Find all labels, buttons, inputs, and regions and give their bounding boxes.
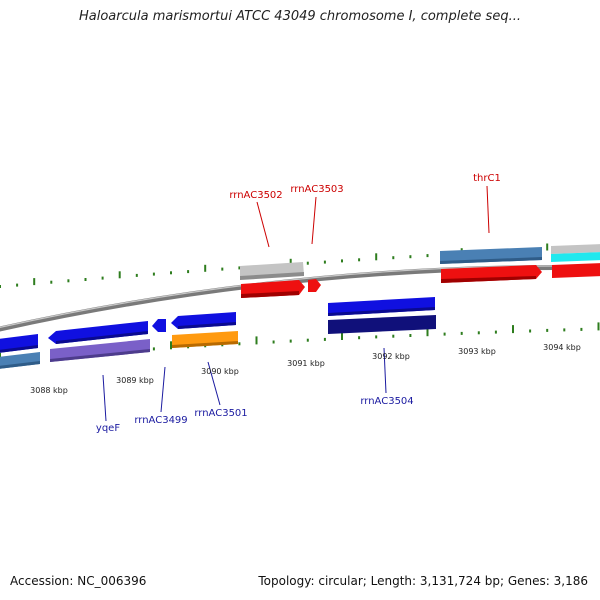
gene-label-thrC1[interactable]: thrC1 [473,173,501,184]
feature-cyan-right[interactable] [551,252,600,262]
ruler-label-3090: 3090 kbp [201,367,239,376]
ruler-label-3094: 3094 kbp [543,343,581,352]
feature-navy-3504[interactable] [328,315,436,334]
feature-track-upper [240,244,600,298]
map-title: Haloarcula marismortui ATCC 43049 chromo… [79,9,521,24]
genome-summary: Topology: circular; Length: 3,131,724 bp… [258,574,588,588]
feature-red-3503[interactable] [308,279,321,292]
gene-label-rrnAC3501[interactable]: rrnAC3501 [194,408,247,419]
feature-track-lower [0,297,436,369]
feature-red-right[interactable] [552,263,600,278]
ruler-label-3093: 3093 kbp [458,347,496,356]
feature-blue-yqeF[interactable] [48,321,148,344]
ruler-label-3092: 3092 kbp [372,352,410,361]
accession-label: Accession: NC_006396 [10,574,147,588]
ruler-label-3088: 3088 kbp [30,386,68,395]
feature-gray-right[interactable] [551,244,600,254]
gene-label-rrnAC3499[interactable]: rrnAC3499 [134,415,187,426]
gene-label-yqeF[interactable]: yqeF [96,423,120,434]
gene-label-rrnAC3502[interactable]: rrnAC3502 [229,190,282,201]
feature-blue-3499[interactable] [152,319,166,332]
feature-purple-yqeF[interactable] [50,339,150,362]
label-leaders [102,185,490,422]
gene-label-rrnAC3503[interactable]: rrnAC3503 [290,184,343,195]
ruler-label-3089: 3089 kbp [116,376,154,385]
ruler-label-3091: 3091 kbp [287,359,325,368]
gene-label-rrnAC3504[interactable]: rrnAC3504 [360,396,413,407]
